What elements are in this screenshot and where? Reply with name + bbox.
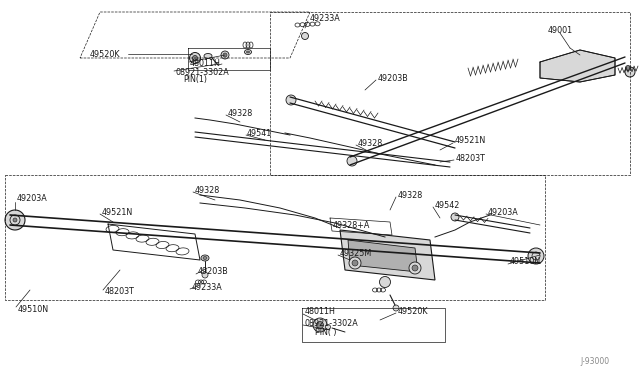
Text: 49203B: 49203B [198, 267, 228, 276]
Text: 49520K: 49520K [90, 49, 120, 58]
Text: 49325M: 49325M [340, 248, 372, 257]
Text: J-93000: J-93000 [580, 357, 609, 366]
Text: PIN(1): PIN(1) [183, 74, 207, 83]
Text: 49203A: 49203A [488, 208, 519, 217]
Text: 49521N: 49521N [455, 135, 486, 144]
Circle shape [625, 65, 630, 71]
Polygon shape [340, 230, 435, 280]
Text: 48203T: 48203T [456, 154, 486, 163]
Text: 48203T: 48203T [105, 288, 135, 296]
Text: 49510N: 49510N [510, 257, 541, 266]
Text: 49521N: 49521N [102, 208, 133, 217]
Text: 48011H: 48011H [190, 58, 221, 67]
Circle shape [223, 53, 227, 57]
Circle shape [409, 262, 421, 274]
Text: 49233A: 49233A [192, 282, 223, 292]
Circle shape [451, 213, 459, 221]
Circle shape [202, 272, 208, 278]
Polygon shape [540, 50, 615, 82]
Ellipse shape [204, 54, 212, 58]
Text: 49203A: 49203A [17, 193, 48, 202]
Text: 49328: 49328 [398, 190, 423, 199]
Text: PIN( ): PIN( ) [315, 328, 337, 337]
Circle shape [301, 32, 308, 39]
Circle shape [349, 257, 361, 269]
Ellipse shape [244, 49, 252, 55]
Circle shape [313, 318, 327, 332]
Text: 49328: 49328 [358, 138, 383, 148]
Text: 49510N: 49510N [18, 305, 49, 314]
Text: 48011H: 48011H [305, 308, 336, 317]
Text: 49328: 49328 [228, 109, 253, 118]
Ellipse shape [246, 51, 250, 53]
Text: 08921-3302A: 08921-3302A [305, 318, 359, 327]
Circle shape [189, 52, 200, 64]
Circle shape [352, 260, 358, 266]
Circle shape [393, 305, 399, 311]
Circle shape [221, 51, 229, 59]
Text: 49542: 49542 [435, 201, 460, 209]
Text: 49203B: 49203B [378, 74, 409, 83]
Polygon shape [348, 240, 418, 272]
Text: 49328+A: 49328+A [333, 221, 371, 230]
Circle shape [528, 248, 544, 264]
Circle shape [412, 265, 418, 271]
Text: 08921-3302A: 08921-3302A [175, 67, 228, 77]
Ellipse shape [201, 255, 209, 261]
Circle shape [13, 218, 17, 222]
Text: 49541: 49541 [247, 128, 272, 138]
Circle shape [326, 324, 330, 330]
Circle shape [286, 95, 296, 105]
Circle shape [347, 156, 357, 166]
Circle shape [625, 67, 635, 77]
Ellipse shape [203, 257, 207, 260]
Circle shape [317, 321, 323, 328]
Text: 49520K: 49520K [398, 307, 429, 315]
Circle shape [380, 276, 390, 288]
Circle shape [5, 210, 25, 230]
Text: 49328: 49328 [195, 186, 220, 195]
Text: 49233A: 49233A [310, 13, 340, 22]
Circle shape [193, 55, 198, 61]
Text: 49001: 49001 [548, 26, 573, 35]
